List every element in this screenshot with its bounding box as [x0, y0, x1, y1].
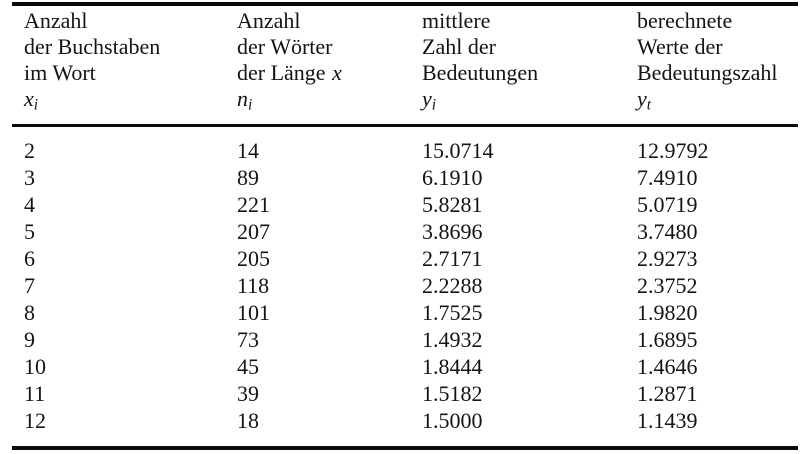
table-cell: 5.8281 — [422, 192, 483, 217]
table-cell: 1.9820 — [637, 300, 698, 325]
table-cell: 4 — [24, 192, 35, 217]
table-row: 2 14 15.0714 12.9792 — [12, 126, 798, 165]
table-cell: 1.8444 — [422, 354, 483, 379]
inline-math-var: x — [332, 60, 342, 85]
table-cell: 3.8696 — [422, 219, 483, 244]
header-line: mittlere — [422, 8, 491, 33]
table-cell: 12 — [24, 408, 46, 433]
table-cell: 1.2871 — [637, 381, 698, 406]
header-words-of-length: Anzahl der Wörter der Länge x ni — [237, 4, 422, 126]
math-var-subscript: i — [248, 96, 253, 114]
table-cell: 2.2288 — [422, 273, 483, 298]
table-row: 11 39 1.5182 1.2871 — [12, 380, 798, 407]
math-var-base: y — [637, 86, 647, 111]
header-line-text: Bedeutungszahl — [637, 60, 778, 85]
math-var-subscript: t — [646, 96, 652, 114]
table-cell: 45 — [237, 354, 259, 379]
table-cell: 2.9273 — [637, 246, 698, 271]
table-cell: 10 — [24, 354, 46, 379]
header-letters-per-word: Anzahl der Buchstaben im Wort xi — [12, 4, 237, 126]
table-row: 8 101 1.7525 1.9820 — [12, 299, 798, 326]
table-cell: 1.4932 — [422, 327, 483, 352]
table-cell: 7 — [24, 273, 35, 298]
math-var-base: n — [237, 86, 248, 111]
table-header: Anzahl der Buchstaben im Wort xi Anzahl … — [12, 4, 798, 126]
math-var-base: x — [24, 86, 34, 111]
table-cell: 73 — [237, 327, 259, 352]
table-row: 3 89 6.1910 7.4910 — [12, 164, 798, 191]
word-length-meanings-table: Anzahl der Buchstaben im Wort xi Anzahl … — [12, 2, 798, 450]
table-row: 7 118 2.2288 2.3752 — [12, 272, 798, 299]
header-line: Werte der — [637, 34, 723, 59]
table-cell: 14 — [237, 138, 259, 163]
table-cell: 2.3752 — [637, 273, 698, 298]
table-cell: 101 — [237, 300, 270, 325]
header-computed-meanings: berechnete Werte der Bedeutungszahl yt — [637, 4, 798, 126]
table-cell: 1.6895 — [637, 327, 698, 352]
table-cell: 3.7480 — [637, 219, 698, 244]
table-cell: 15.0714 — [422, 138, 494, 163]
table-row: 6 205 2.7171 2.9273 — [12, 245, 798, 272]
math-var-subscript: i — [431, 96, 437, 114]
table-cell: 1.4646 — [637, 354, 698, 379]
table-cell: 89 — [237, 165, 259, 190]
header-line-text: im Wort — [24, 60, 96, 85]
header-line-text: Bedeutungen — [422, 60, 539, 85]
header-mean-meanings: mittlere Zahl der Bedeutungen yi — [422, 4, 637, 126]
table-cell: 2.7171 — [422, 246, 483, 271]
table-row: 4 221 5.8281 5.0719 — [12, 191, 798, 218]
table-row: 9 73 1.4932 1.6895 — [12, 326, 798, 353]
table-cell: 3 — [24, 165, 35, 190]
table-body: 2 14 15.0714 12.9792 3 89 6.1910 7.4910 4 221 5.82… — [12, 126, 798, 448]
table-row: 12 18 1.5000 1.1439 — [12, 407, 798, 448]
table-cell: 11 — [24, 381, 46, 406]
math-var-base: y — [422, 86, 432, 111]
header-line: im Wort — [24, 60, 237, 86]
header-line: Zahl der — [422, 34, 496, 59]
table-cell: 207 — [237, 219, 270, 244]
table-cell: 12.9792 — [637, 138, 709, 163]
header-line: Anzahl — [237, 8, 301, 33]
table-cell: 2 — [24, 138, 35, 163]
table-cell: 6 — [24, 246, 35, 271]
math-symbol-yi: yi — [422, 86, 637, 114]
header-line-text: der Länge — [237, 60, 326, 85]
header-line: der Wörter — [237, 34, 333, 59]
header-line: berechnete — [637, 8, 733, 33]
table-cell: 205 — [237, 246, 270, 271]
table-cell: 9 — [24, 327, 35, 352]
header-line: der Buchstaben — [24, 34, 161, 59]
table-cell: 221 — [237, 192, 270, 217]
table-row: 5 207 3.8696 3.7480 — [12, 218, 798, 245]
math-var-subscript: i — [33, 96, 39, 114]
math-symbol-ni: ni — [237, 86, 422, 114]
header-row: Anzahl der Buchstaben im Wort xi Anzahl … — [12, 4, 798, 126]
header-line: Bedeutungen — [422, 60, 637, 86]
table-cell: 1.5182 — [422, 381, 483, 406]
table-cell: 8 — [24, 300, 35, 325]
math-symbol-xi: xi — [24, 86, 237, 114]
math-symbol-yt: yt — [637, 86, 798, 114]
header-line: der Länge x — [237, 60, 422, 86]
table-cell: 118 — [237, 273, 270, 298]
table-cell: 7.4910 — [637, 165, 698, 190]
table-cell: 1.7525 — [422, 300, 483, 325]
table-cell: 1.1439 — [637, 408, 698, 433]
table-cell: 5.0719 — [637, 192, 698, 217]
header-line: Anzahl — [24, 8, 88, 33]
table-cell: 1.5000 — [422, 408, 483, 433]
table-cell: 5 — [24, 219, 35, 244]
table-cell: 6.1910 — [422, 165, 483, 190]
table-cell: 39 — [237, 381, 259, 406]
table-row: 10 45 1.8444 1.4646 — [12, 353, 798, 380]
table-cell: 18 — [237, 408, 259, 433]
header-line: Bedeutungszahl — [637, 60, 798, 86]
